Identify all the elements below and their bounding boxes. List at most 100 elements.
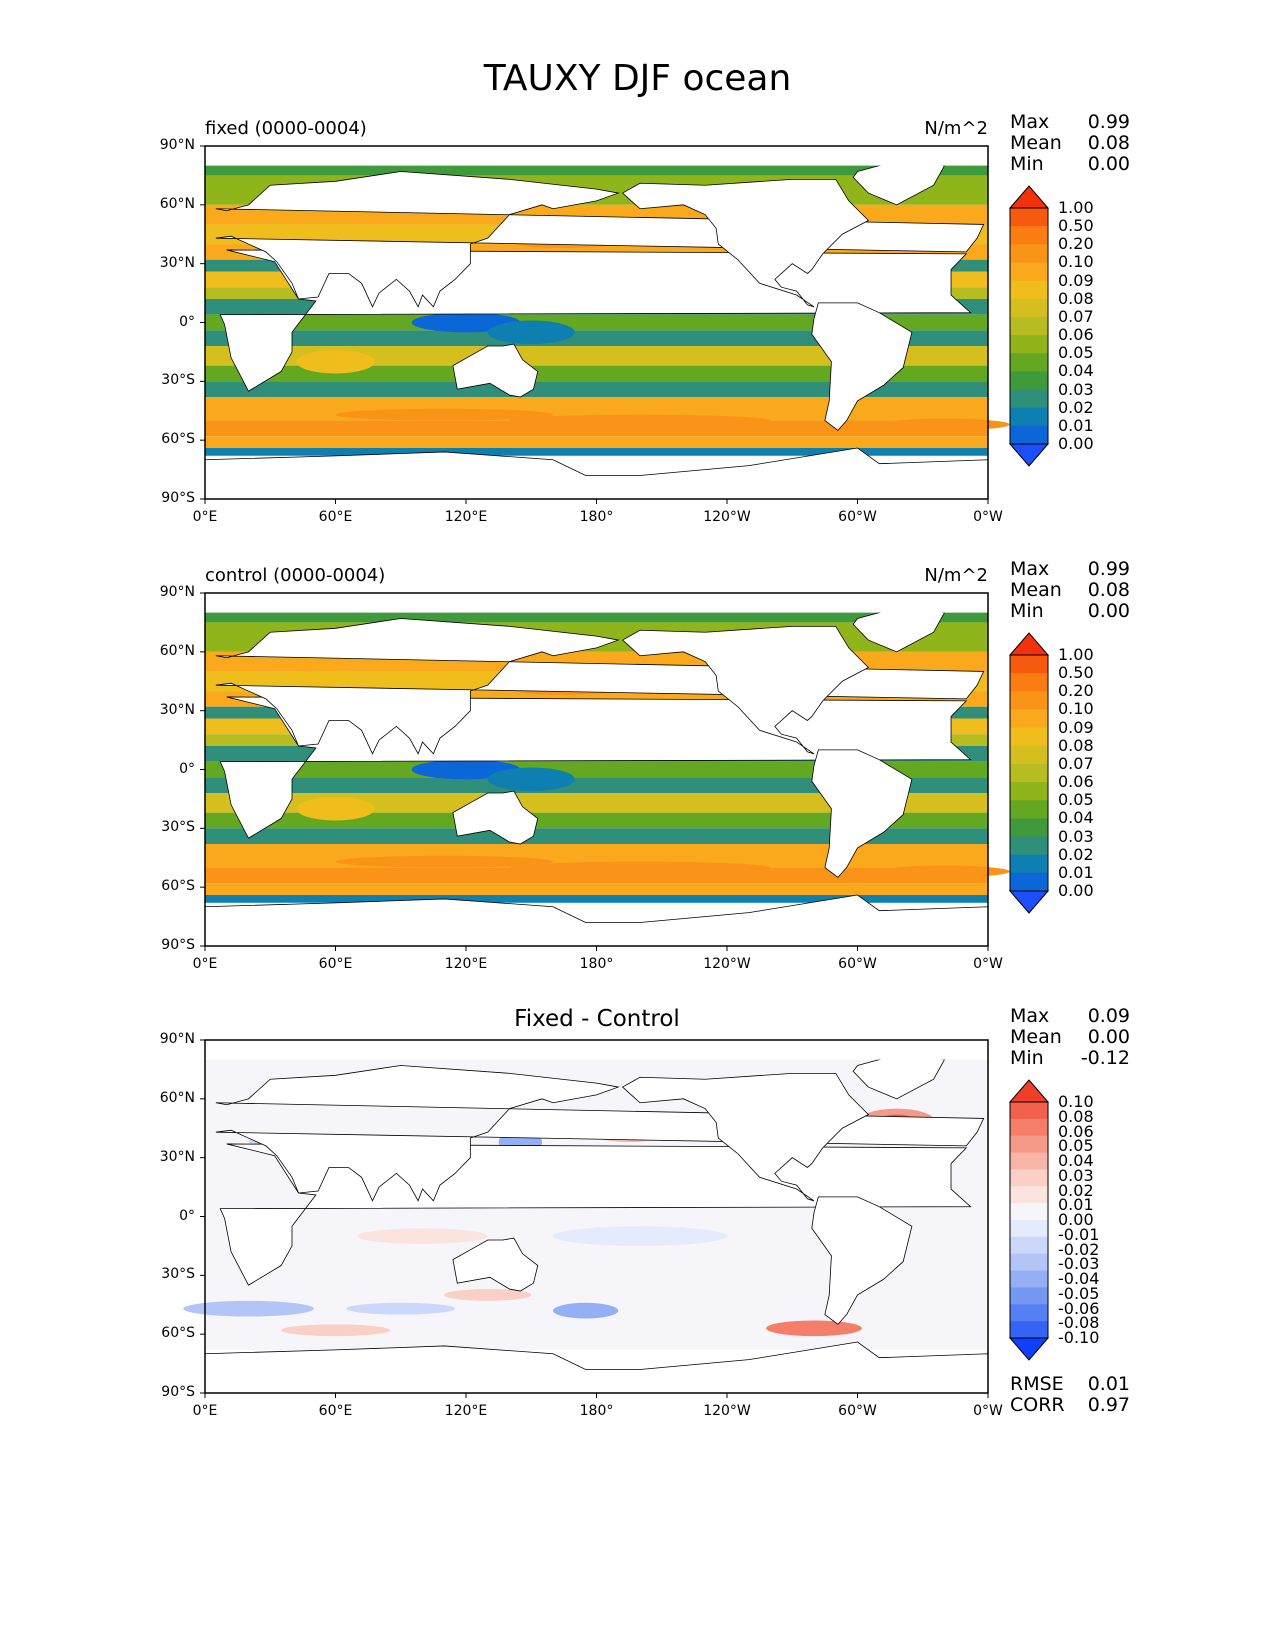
field-band bbox=[205, 346, 988, 366]
stat-min-label: Min bbox=[1010, 600, 1044, 622]
colorbar-segment bbox=[1010, 353, 1048, 372]
land-australia bbox=[452, 1237, 539, 1292]
colorbar-frame bbox=[1009, 654, 1049, 892]
stat-rmse-value: 0.01 bbox=[1087, 1373, 1130, 1395]
y-tick-label: 30°N bbox=[159, 1148, 195, 1165]
x-tick-label: 0°W bbox=[973, 509, 1003, 525]
diff-contour bbox=[357, 1228, 488, 1244]
y-tick-label: 90°N bbox=[159, 137, 195, 153]
y-tick-label: 30°S bbox=[161, 819, 195, 836]
y-tick-label: 60°S bbox=[161, 1325, 195, 1342]
land-australia bbox=[452, 790, 539, 845]
colorbar-label: 0.10 bbox=[1058, 252, 1094, 272]
field-band bbox=[205, 761, 988, 778]
colorbar-label: 0.08 bbox=[1058, 1106, 1094, 1126]
colorbar-segment bbox=[1010, 425, 1048, 445]
figure-title: TAUXY DJF ocean bbox=[483, 58, 792, 99]
colorbar-segment bbox=[1010, 1304, 1048, 1322]
colorbar-label: 0.02 bbox=[1058, 1180, 1094, 1200]
stat-min-value: 0.00 bbox=[1087, 600, 1130, 622]
x-tick-label: 0°E bbox=[192, 1403, 218, 1419]
y-tick-label: 0° bbox=[179, 313, 195, 330]
diff-contour bbox=[766, 1320, 862, 1337]
field-contour bbox=[335, 408, 553, 421]
colorbar-segment bbox=[1010, 854, 1048, 874]
x-tick-label: 180° bbox=[579, 509, 614, 525]
stat-corr-label: CORR bbox=[1010, 1394, 1065, 1416]
colorbar-label: 0.00 bbox=[1058, 881, 1094, 900]
y-tick-label: 90°N bbox=[159, 1031, 195, 1047]
x-tick-label: 120°E bbox=[444, 509, 488, 525]
colorbar-segment bbox=[1010, 262, 1048, 282]
stat-mean-label: Mean bbox=[1010, 579, 1062, 601]
field-contour bbox=[296, 349, 375, 374]
land-namerica bbox=[621, 1072, 870, 1202]
colorbar-label: 0.08 bbox=[1058, 288, 1094, 308]
x-tick-label: 120°E bbox=[444, 956, 488, 972]
y-tick-label: 30°N bbox=[159, 254, 195, 271]
y-tick-label: 0° bbox=[179, 1207, 195, 1224]
field-band bbox=[205, 448, 988, 456]
field-band bbox=[205, 314, 988, 331]
land-arcticcap bbox=[205, 593, 988, 613]
stat-max-value: 0.09 bbox=[1087, 1005, 1130, 1027]
colorbar-label: -0.10 bbox=[1058, 1328, 1100, 1347]
field-contour bbox=[296, 796, 375, 821]
land-layer bbox=[204, 593, 989, 947]
x-tick-label: 180° bbox=[579, 1403, 614, 1419]
field-contour bbox=[879, 865, 1010, 878]
field-contour bbox=[335, 855, 553, 868]
colorbar-label: 0.20 bbox=[1058, 681, 1094, 701]
x-tick-label: 60°E bbox=[318, 509, 353, 525]
field-band bbox=[205, 793, 988, 813]
colorbar-segment bbox=[1010, 1220, 1048, 1238]
stat-max-label: Max bbox=[1010, 1005, 1050, 1027]
colorbar-segment bbox=[1010, 226, 1048, 245]
colorbar-label: 0.06 bbox=[1058, 325, 1094, 345]
colorbar-segment bbox=[1010, 709, 1048, 729]
land-australia bbox=[452, 343, 539, 398]
field-band bbox=[205, 436, 988, 449]
y-tick-label: 30°S bbox=[161, 1266, 195, 1283]
x-tick-label: 0°E bbox=[192, 509, 218, 525]
colorbar-segment bbox=[1010, 836, 1048, 856]
stat-mean-label: Mean bbox=[1010, 1026, 1062, 1048]
stat-mean-label: Mean bbox=[1010, 132, 1062, 154]
land-eurasia bbox=[215, 618, 985, 755]
stat-mean-value: 0.08 bbox=[1087, 579, 1130, 601]
land-arcticcap bbox=[205, 146, 988, 166]
land-namerica bbox=[621, 178, 870, 308]
colorbar-segment bbox=[1010, 745, 1048, 765]
x-tick-label: 60°W bbox=[838, 956, 877, 972]
colorbar-segment bbox=[1010, 1102, 1048, 1120]
x-tick-label: 0°W bbox=[973, 956, 1003, 972]
colorbar-segment bbox=[1010, 280, 1048, 300]
y-tick-label: 60°S bbox=[161, 431, 195, 448]
y-tick-label: 90°S bbox=[161, 937, 195, 953]
colorbar-label: 0.00 bbox=[1058, 434, 1094, 453]
colorbar-label: 0.02 bbox=[1058, 844, 1094, 864]
units-label: N/m^2 bbox=[924, 118, 988, 139]
x-tick-label: 120°W bbox=[703, 1403, 751, 1419]
land-arcticcap bbox=[205, 1040, 988, 1060]
colorbar bbox=[1008, 185, 1050, 467]
colorbar-label: 0.03 bbox=[1058, 826, 1094, 846]
stat-min-label: Min bbox=[1010, 153, 1044, 175]
colorbar-label: 1.00 bbox=[1058, 198, 1094, 217]
colorbar-segment bbox=[1010, 872, 1048, 892]
x-tick-label: 0°W bbox=[973, 1403, 1003, 1419]
colorbar-label: 0.09 bbox=[1058, 717, 1094, 737]
colorbar-segment bbox=[1010, 244, 1048, 263]
colorbar-label: 0.07 bbox=[1058, 306, 1094, 326]
colorbar-label: 0.05 bbox=[1058, 1136, 1094, 1156]
colorbar-label: 0.10 bbox=[1058, 1092, 1094, 1111]
colorbar-segment bbox=[1010, 782, 1048, 801]
colorbar-label: 0.10 bbox=[1058, 699, 1094, 719]
x-tick-label: 60°W bbox=[838, 509, 877, 525]
panel-title: fixed (0000-0004) bbox=[205, 118, 367, 139]
colorbar-segment bbox=[1010, 800, 1048, 819]
colorbar-frame bbox=[1009, 207, 1049, 445]
colorbar-label: 0.04 bbox=[1058, 808, 1094, 828]
colorbar-segment bbox=[1010, 1236, 1048, 1255]
